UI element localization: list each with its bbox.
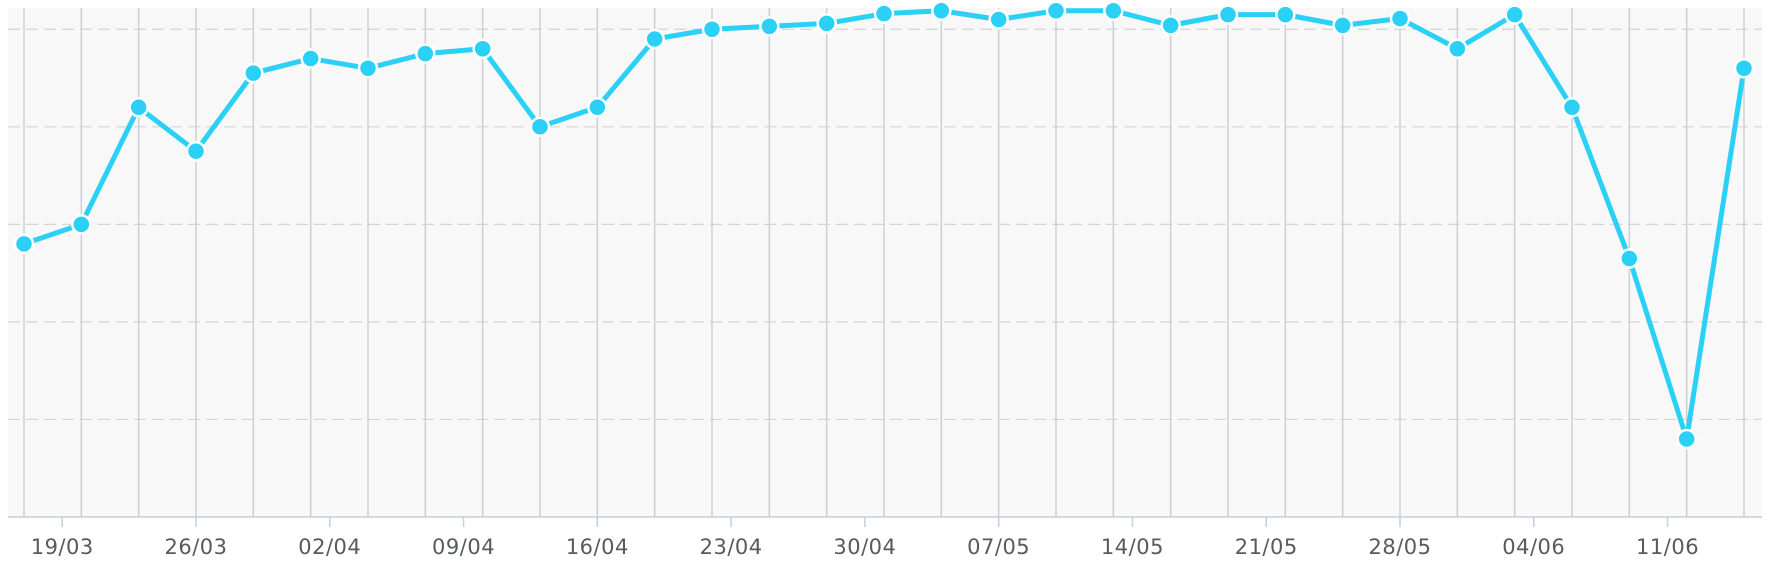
data-point-17	[988, 9, 1009, 30]
data-point-24	[1389, 8, 1411, 29]
data-point-21	[1217, 4, 1239, 25]
data-points	[13, 0, 1755, 450]
data-point-3	[185, 140, 207, 162]
data-point-15	[873, 3, 895, 24]
data-point-23	[1332, 15, 1353, 36]
data-point-1	[71, 214, 92, 235]
data-point-30	[1733, 58, 1755, 79]
x-tick-label-6: 30/04	[833, 535, 896, 559]
data-point-18	[1045, 0, 1067, 21]
data-point-9	[529, 116, 551, 138]
data-point-11	[644, 28, 665, 50]
x-tick-label-12: 11/06	[1636, 535, 1699, 559]
data-point-25	[1447, 38, 1468, 60]
data-point-27	[1561, 97, 1583, 118]
data-point-6	[357, 58, 379, 79]
x-axis-ticks	[61, 517, 1669, 527]
x-tick-label-5: 23/04	[700, 535, 763, 559]
x-tick-label-10: 28/05	[1368, 535, 1431, 559]
x-tick-label-8: 14/05	[1101, 535, 1164, 559]
x-tick-label-2: 02/04	[298, 535, 361, 559]
x-tick-label-9: 21/05	[1235, 535, 1298, 559]
data-point-26	[1504, 4, 1525, 25]
data-point-0	[13, 233, 35, 255]
x-axis-tick-labels: 19/03 26/03 02/04 09/04 16/04 23/04 30/04 07/05…	[31, 535, 1699, 559]
data-point-12	[701, 19, 723, 40]
data-point-2	[128, 97, 149, 118]
data-point-13	[759, 16, 780, 37]
horizontal-gridlines	[8, 28, 1762, 421]
x-tick-label-11: 04/06	[1502, 535, 1565, 559]
vertical-gridlines	[23, 8, 1745, 517]
plot-area	[8, 8, 1762, 517]
x-tick-label-1: 26/03	[164, 535, 227, 559]
data-point-10	[587, 97, 608, 118]
data-point-4	[243, 62, 264, 84]
data-point-20	[1160, 15, 1181, 36]
data-point-7	[415, 43, 436, 64]
x-tick-label-0: 19/03	[31, 535, 94, 559]
data-point-22	[1275, 4, 1296, 25]
x-tick-label-7: 07/05	[967, 535, 1030, 559]
data-point-5	[300, 48, 321, 69]
x-tick-label-3: 09/04	[432, 535, 495, 559]
data-point-19	[1103, 0, 1124, 21]
data-point-16	[931, 0, 952, 21]
data-point-29	[1676, 428, 1697, 450]
data-point-28	[1619, 248, 1640, 269]
x-tick-label-4: 16/04	[566, 535, 629, 559]
data-point-8	[472, 38, 493, 60]
data-point-14	[816, 13, 837, 34]
